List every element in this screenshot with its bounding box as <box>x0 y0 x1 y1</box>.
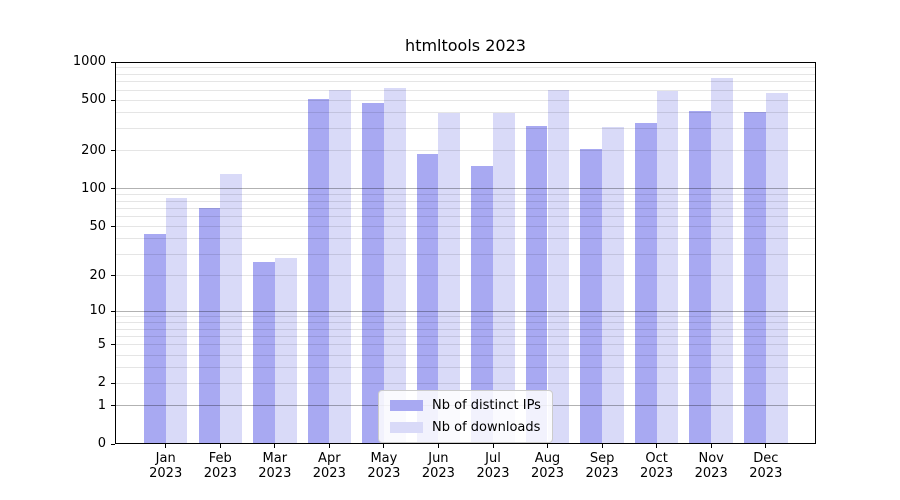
x-tick-label-apr: Apr 2023 <box>312 451 346 481</box>
y-tick-label-10: 10 <box>89 303 106 319</box>
legend-swatch-distinct-ips <box>390 400 423 411</box>
bar-distinct-ips-nov <box>689 110 712 444</box>
y-tick-label-1: 1 <box>97 397 106 413</box>
x-tick-label-oct: Oct 2023 <box>640 451 674 481</box>
x-tick-mark-mar <box>274 444 276 448</box>
x-tick-mark-sep <box>601 444 603 448</box>
bar-downloads-aug <box>547 89 570 444</box>
legend-label-distinct-ips: Nb of distinct IPs <box>432 398 541 413</box>
x-tick-mark-oct <box>656 444 658 448</box>
bar-distinct-ips-feb <box>198 208 221 444</box>
bar-downloads-jul <box>493 113 515 444</box>
x-tick-label-aug: Aug 2023 <box>530 451 565 481</box>
y-tick-mark-1 <box>111 405 115 407</box>
legend-item-downloads: Nb of downloads <box>390 420 541 435</box>
legend-label-downloads: Nb of downloads <box>432 420 541 435</box>
bar-distinct-ips-jul <box>471 165 493 444</box>
x-tick-label-sep: Sep 2023 <box>585 451 619 481</box>
y-tick-label-0: 0 <box>97 436 106 451</box>
y-tick-mark-200 <box>111 150 115 152</box>
bar-distinct-ips-oct <box>634 122 657 444</box>
y-tick-label-500: 500 <box>81 92 106 108</box>
x-tick-mark-jun <box>437 444 439 448</box>
y-tick-label-1000: 1000 <box>72 54 106 69</box>
bar-downloads-may <box>383 88 406 444</box>
x-tick-label-jul: Jul 2023 <box>476 451 510 481</box>
x-tick-label-jan: Jan 2023 <box>149 451 183 481</box>
chart-title: htmltools 2023 <box>405 36 526 55</box>
plot-area <box>115 62 816 444</box>
legend: Nb of distinct IPs Nb of downloads <box>378 390 553 443</box>
bar-distinct-ips-may <box>362 103 384 444</box>
y-tick-mark-50 <box>111 226 115 228</box>
x-tick-mark-aug <box>547 444 548 448</box>
bar-downloads-apr <box>329 89 352 444</box>
y-tick-mark-100 <box>111 188 115 190</box>
y-tick-mark-1000 <box>111 61 115 63</box>
y-tick-mark-0 <box>111 443 115 445</box>
y-tick-mark-20 <box>111 275 115 277</box>
x-tick-mark-jan <box>165 444 167 448</box>
bar-downloads-dec <box>765 92 788 444</box>
x-tick-mark-apr <box>328 444 330 448</box>
x-tick-label-dec: Dec 2023 <box>749 451 783 481</box>
bar-downloads-feb <box>220 174 243 444</box>
bar-downloads-jun <box>438 112 461 444</box>
x-tick-label-may: May 2023 <box>367 451 401 481</box>
x-tick-label-mar: Mar 2023 <box>258 451 292 481</box>
bar-distinct-ips-apr <box>307 99 330 444</box>
legend-item-distinct-ips: Nb of distinct IPs <box>390 398 541 413</box>
bar-downloads-nov <box>711 78 733 444</box>
x-tick-mark-jul <box>492 444 494 448</box>
bar-downloads-mar <box>274 257 297 444</box>
bar-downloads-oct <box>656 90 679 444</box>
x-tick-mark-feb <box>219 444 221 448</box>
x-tick-mark-dec <box>765 444 767 448</box>
bar-downloads-sep <box>602 126 624 444</box>
y-tick-mark-2 <box>111 382 115 384</box>
y-tick-label-100: 100 <box>81 180 106 196</box>
bar-distinct-ips-dec <box>744 112 766 444</box>
y-tick-label-5: 5 <box>97 336 106 352</box>
x-tick-label-jun: Jun 2023 <box>421 451 455 481</box>
bar-distinct-ips-jun <box>416 154 439 444</box>
bar-distinct-ips-sep <box>580 148 603 444</box>
y-tick-mark-500 <box>111 99 115 101</box>
x-tick-mark-nov <box>710 444 712 448</box>
y-tick-label-2: 2 <box>97 375 106 391</box>
y-tick-mark-10 <box>111 310 115 312</box>
x-tick-mark-may <box>383 444 385 448</box>
y-tick-mark-5 <box>111 344 115 346</box>
bar-distinct-ips-aug <box>525 125 548 444</box>
x-tick-label-nov: Nov 2023 <box>694 451 728 481</box>
bar-distinct-ips-jan <box>143 233 166 444</box>
y-tick-label-20: 20 <box>89 267 106 283</box>
x-tick-label-feb: Feb 2023 <box>203 451 237 481</box>
bar-distinct-ips-mar <box>253 261 275 444</box>
bar-downloads-jan <box>165 197 188 444</box>
legend-swatch-downloads <box>390 422 423 433</box>
y-tick-label-50: 50 <box>89 218 106 234</box>
y-tick-label-200: 200 <box>81 142 106 158</box>
